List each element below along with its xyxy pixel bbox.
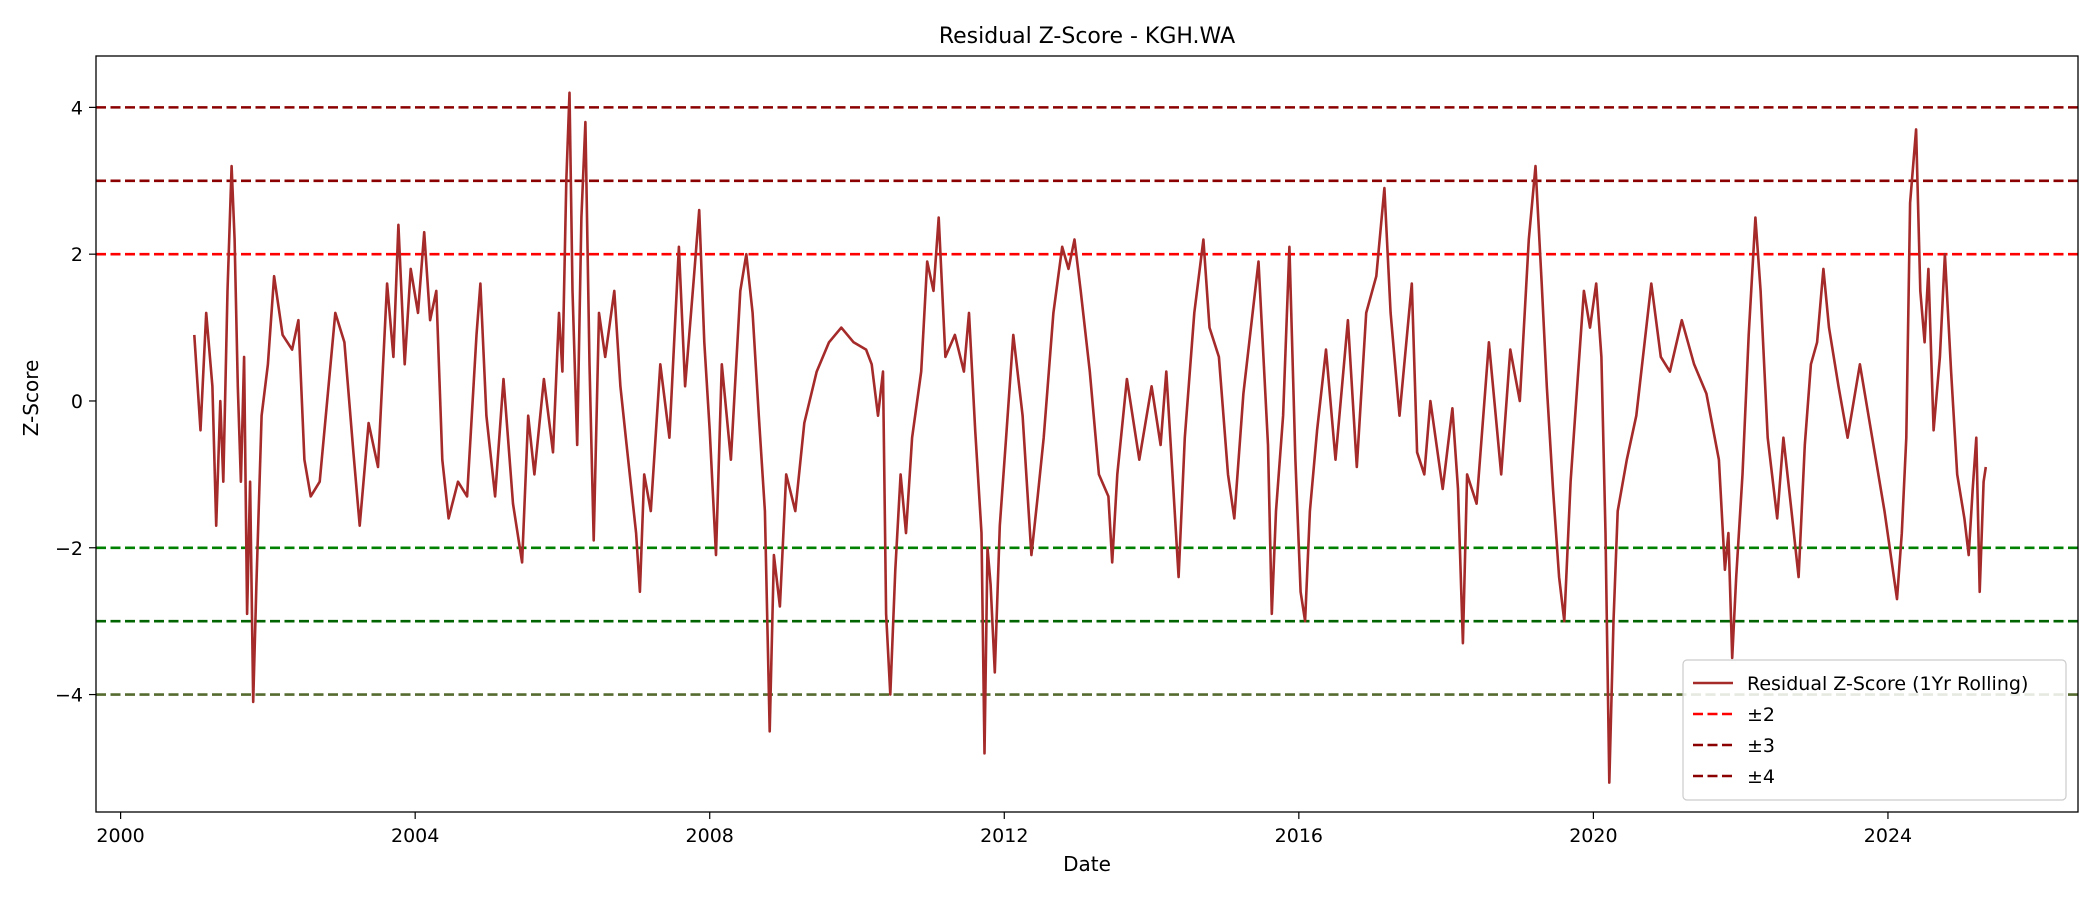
x-tick-label: 2016	[1275, 825, 1323, 847]
chart-title: Residual Z-Score - KGH.WA	[939, 24, 1235, 49]
x-tick-label: 2020	[1569, 825, 1617, 847]
y-axis-ticks: 4 2 0 −2 −4	[55, 97, 96, 707]
series-layer	[193, 91, 1988, 784]
x-tick-label: 2008	[686, 825, 734, 847]
legend-box	[1682, 659, 2067, 801]
y-axis-label: Z-Score	[19, 360, 43, 437]
legend: Residual Z-Score (1Yr Rolling) ±2 ±3 ±4	[1682, 659, 2067, 801]
y-tick-label: 4	[71, 97, 83, 119]
legend-label: ±2	[1747, 704, 1775, 726]
y-tick-label: 0	[71, 391, 83, 413]
series-line	[193, 91, 1988, 784]
legend-label: Residual Z-Score (1Yr Rolling)	[1747, 673, 2028, 695]
threshold-lines	[96, 106, 2078, 696]
legend-label: ±3	[1747, 735, 1775, 757]
y-tick-label: −4	[55, 685, 83, 707]
plot-frame	[95, 55, 2079, 813]
y-tick-label: −2	[55, 538, 83, 560]
legend-label: ±4	[1747, 766, 1775, 788]
x-tick-label: 2004	[391, 825, 439, 847]
y-tick-label: 2	[71, 244, 83, 266]
x-tick-label: 2012	[980, 825, 1028, 847]
x-axis-label: Date	[1063, 852, 1111, 876]
x-tick-label: 2024	[1864, 825, 1912, 847]
x-tick-label: 2000	[96, 825, 144, 847]
x-axis-ticks: 2000 2004 2008 2012 2016 2020 2024	[96, 812, 1912, 847]
